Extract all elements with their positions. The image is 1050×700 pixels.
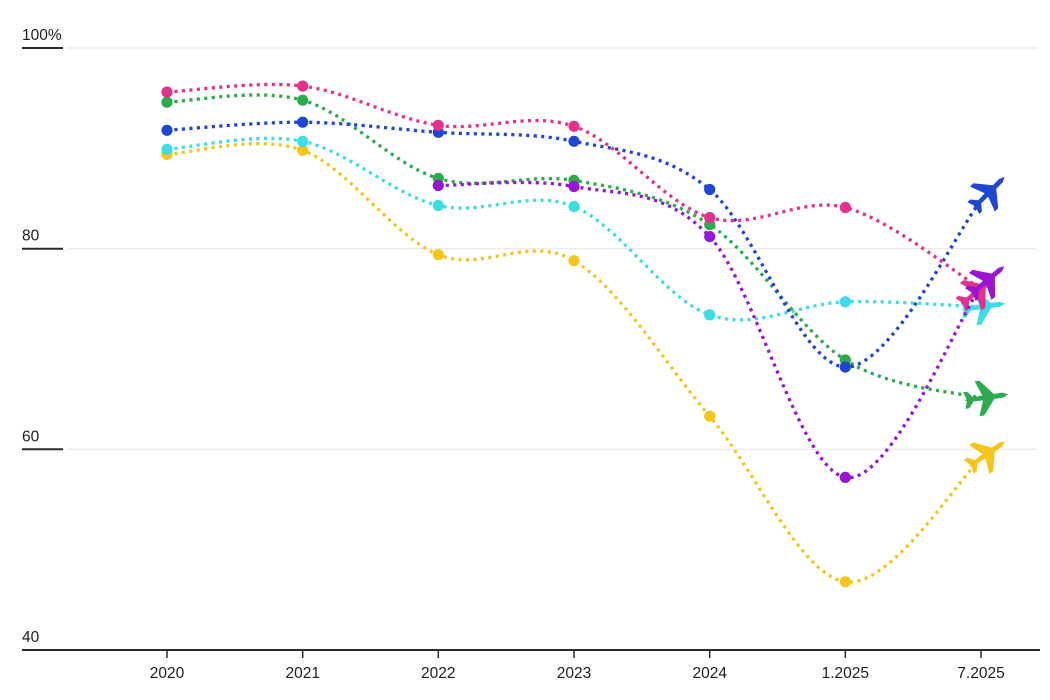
airplane-icon-green-airline bbox=[963, 380, 1009, 417]
series-line-purple-airline bbox=[438, 180, 983, 480]
x-axis-label: 1.2025 bbox=[822, 665, 869, 682]
data-point-pink-airline bbox=[568, 120, 580, 132]
y-axis-label: 40 bbox=[22, 629, 40, 646]
data-point-pink-airline bbox=[704, 212, 716, 224]
x-axis-label: 2022 bbox=[421, 665, 455, 682]
data-point-yellow-airline bbox=[704, 410, 716, 422]
data-point-pink-airline bbox=[839, 201, 851, 214]
data-point-purple-airline bbox=[432, 179, 444, 192]
data-point-blue-airline bbox=[839, 361, 851, 373]
data-point-green-airline bbox=[297, 94, 309, 106]
data-point-yellow-airline bbox=[432, 249, 444, 261]
data-point-purple-airline bbox=[568, 180, 580, 193]
airplane-icon-blue-airline bbox=[967, 176, 1005, 215]
y-axis-label: 80 bbox=[22, 228, 40, 245]
x-axis-label: 7.2025 bbox=[957, 665, 1004, 682]
data-point-blue-airline bbox=[704, 183, 716, 196]
data-point-blue-airline bbox=[161, 124, 173, 136]
series-line-blue-airline bbox=[166, 120, 983, 369]
x-axis-label: 2024 bbox=[692, 665, 727, 682]
data-point-cyan-airline bbox=[432, 199, 444, 212]
data-point-cyan-airline bbox=[704, 309, 716, 321]
data-point-green-airline bbox=[161, 96, 173, 108]
data-point-pink-airline bbox=[161, 86, 173, 98]
series-line-cyan-airline bbox=[166, 136, 982, 322]
data-point-cyan-airline bbox=[161, 143, 173, 155]
data-point-pink-airline bbox=[297, 80, 309, 92]
data-point-purple-airline bbox=[839, 471, 851, 483]
data-point-yellow-airline bbox=[297, 144, 309, 156]
x-axis-label: 2021 bbox=[285, 665, 319, 682]
airplane-icon-purple-airline bbox=[964, 266, 1005, 302]
data-point-pink-airline bbox=[432, 119, 444, 131]
x-axis-label: 2020 bbox=[150, 665, 185, 682]
data-point-cyan-airline bbox=[568, 200, 580, 213]
data-point-yellow-airline bbox=[839, 576, 851, 588]
data-point-yellow-airline bbox=[568, 255, 580, 267]
data-point-blue-airline bbox=[297, 116, 309, 128]
airplane-icon-yellow-airline bbox=[964, 441, 1005, 474]
data-point-cyan-airline bbox=[297, 135, 309, 147]
y-axis-label: 100% bbox=[22, 27, 62, 44]
x-axis-label: 2023 bbox=[557, 665, 591, 682]
data-point-purple-airline bbox=[704, 231, 716, 243]
data-point-blue-airline bbox=[568, 135, 580, 147]
y-axis-label: 60 bbox=[22, 428, 40, 445]
data-point-cyan-airline bbox=[839, 296, 851, 308]
